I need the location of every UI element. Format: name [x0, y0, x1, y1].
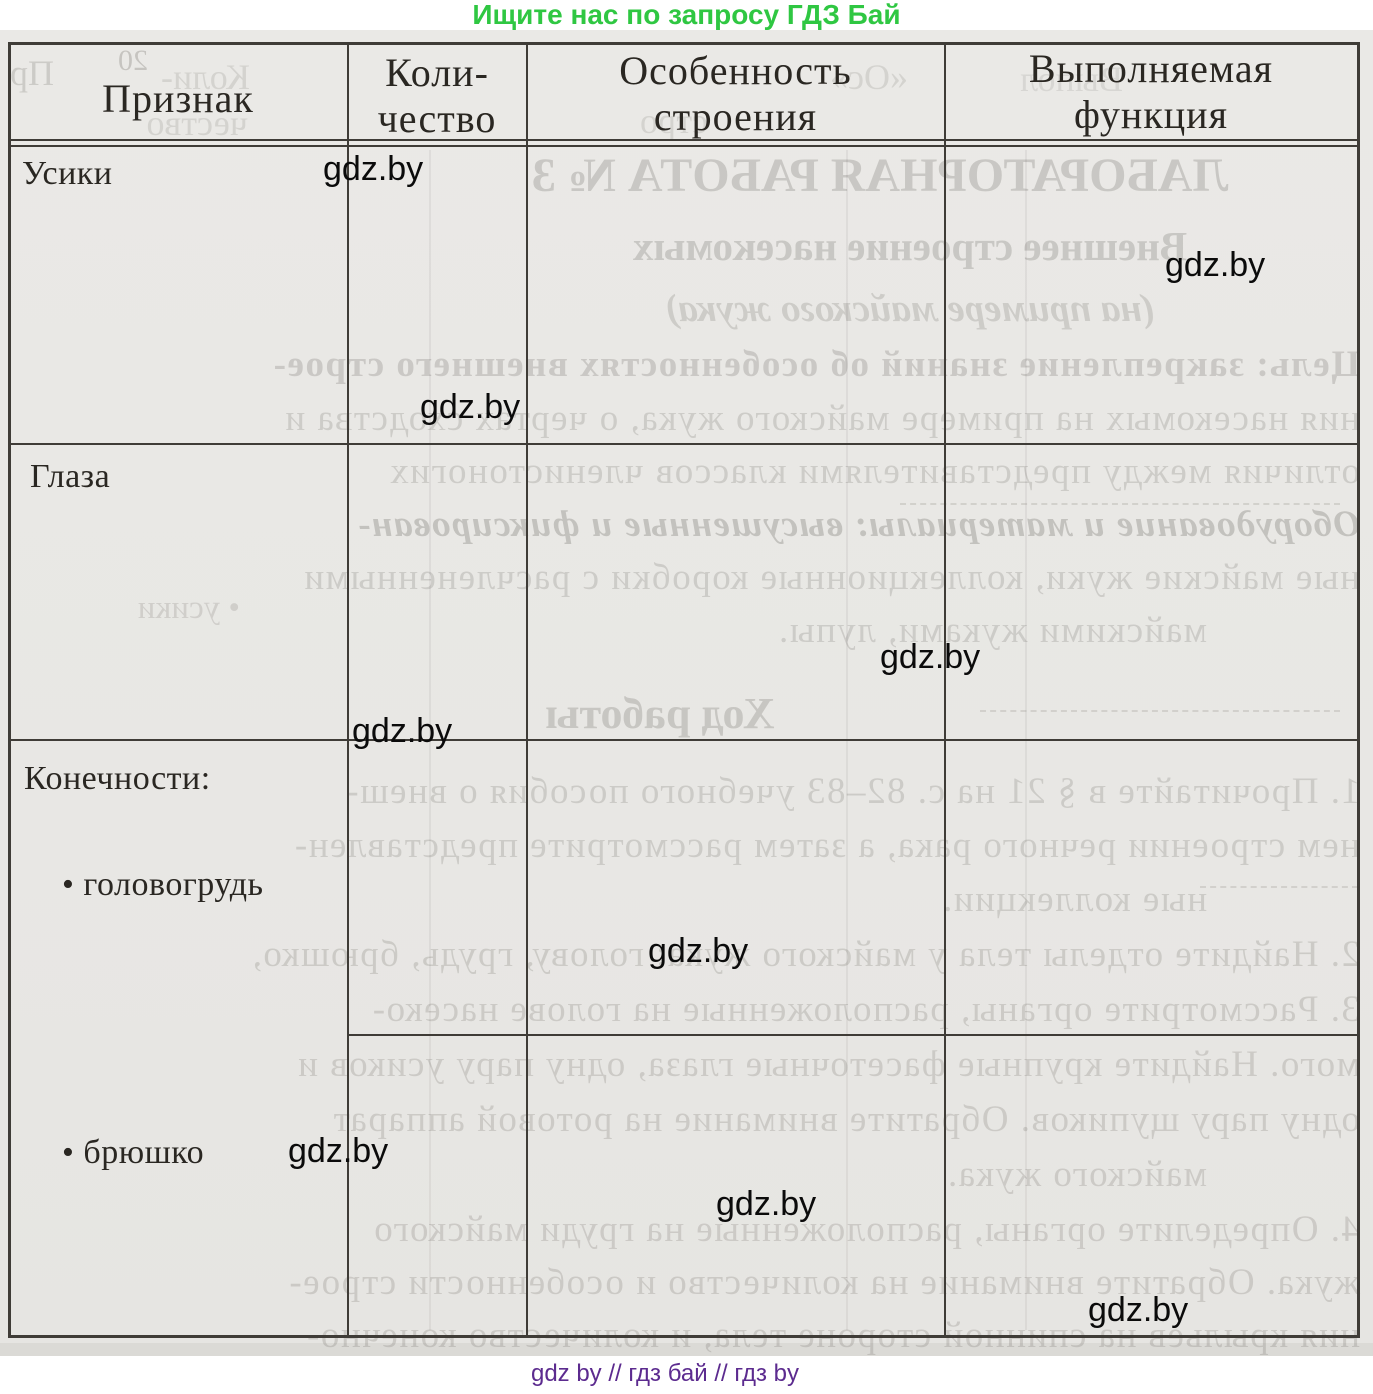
site-watermark-footer: gdz by // гдз бай // гдз by: [530, 1360, 800, 1387]
bleedthrough-text: 4. Определите органы, расположенные на г…: [372, 1209, 1360, 1250]
table-border-bottom: [8, 1335, 1360, 1338]
table-row-divider: [8, 443, 1360, 445]
bleedthrough-text: Цель: закрепление знаний об особенностях…: [272, 344, 1360, 385]
table-border-top: [8, 42, 1360, 45]
gdz-watermark: gdz.by: [323, 150, 424, 188]
row-label-konechnosti: Конечности:: [24, 760, 211, 797]
bullet-marker: •: [62, 1134, 75, 1171]
bleedthrough-text: ЛАБОРАТОРНАЯ РАБОТА № 3: [531, 149, 1229, 202]
column-header-line: Выполняемая: [1028, 46, 1274, 91]
column-header-line: Особенность: [619, 48, 852, 93]
table-header-divider: [8, 139, 1360, 141]
scanned-page: [0, 30, 1373, 1356]
column-header-osobennost: Особенность строения: [527, 48, 944, 140]
bleedthrough-text: 3. Рассмотрите органы, расположенные на …: [371, 989, 1360, 1030]
bleedthrough-text: (на примере майского жука): [665, 287, 1155, 330]
column-header-line: чество: [377, 96, 497, 141]
bleedthrough-text: Внешнее строение насекомых: [632, 223, 1188, 269]
gdz-watermark: gdz.by: [352, 712, 453, 750]
column-header-line: Коли-: [385, 50, 489, 95]
sublabel-text: головогрудь: [83, 866, 264, 903]
bleedthrough-text: • усики: [137, 590, 240, 626]
bullet-marker: •: [62, 866, 75, 903]
bleedthrough-text: отличия между представителями классов чл…: [388, 451, 1360, 492]
bleedthrough-text: нем строении речного рака, а затем рассм…: [293, 825, 1360, 866]
gdz-watermark: gdz.by: [420, 388, 521, 426]
column-header-kolichestvo: Коли- чество: [348, 50, 526, 142]
row-sublabel-bryushko: • брюшко: [62, 1134, 204, 1172]
bleedthrough-text: мого. Найдите крупные фасеточные глаза, …: [296, 1044, 1360, 1085]
table-border-left: [8, 42, 11, 1338]
column-header-line: функция: [1074, 92, 1228, 137]
gdz-watermark: gdz.by: [288, 1132, 389, 1170]
bleedthrough-text: одну пару щупиков. Обратите внимание на …: [332, 1099, 1360, 1140]
table-column-divider: [526, 42, 528, 1335]
table-header-divider: [8, 145, 1360, 147]
sublabel-text: брюшко: [83, 1134, 205, 1171]
gdz-watermark: gdz.by: [648, 932, 749, 970]
bleedthrough-rule-dashed: [1200, 886, 1358, 888]
table-column-divider: [944, 42, 946, 1335]
row-sublabel-golovogrud: • головогрудь: [62, 866, 264, 904]
bleedthrough-text: 1. Прочитайте в § 21 на с. 82–83 учебног…: [344, 771, 1360, 812]
gdz-watermark: gdz.by: [716, 1185, 817, 1223]
column-header-line: строения: [653, 94, 818, 139]
gdz-watermark: gdz.by: [880, 638, 981, 676]
row-label-glaza: Глаза: [30, 458, 111, 495]
column-header-priznak: Признак: [8, 76, 348, 122]
gdz-watermark: gdz.by: [1088, 1291, 1189, 1329]
column-header-line: Признак: [102, 76, 254, 121]
gdz-watermark: gdz.by: [1165, 246, 1266, 284]
page-bottom-edge: [0, 1343, 1373, 1356]
bleedthrough-text: Оборудование и материалы: высушенные и ф…: [356, 504, 1361, 545]
table-subrow-divider: [347, 1034, 1360, 1036]
column-header-funkciya: Выполняемая функция: [945, 46, 1357, 138]
bleedthrough-text: Ход работы: [545, 689, 775, 738]
table-border-right: [1357, 42, 1360, 1338]
table-row-divider: [8, 739, 1360, 741]
bleedthrough-rule-dashed: [900, 503, 1340, 505]
bleedthrough-rule-dashed: [980, 710, 1340, 712]
row-label-usiki: Усики: [22, 155, 113, 192]
promo-banner-text: Ищите нас по запросу ГДЗ Бай: [472, 0, 901, 30]
table-column-divider: [347, 42, 349, 1335]
bleedthrough-text: ния насекомых на примере майского жука, …: [283, 398, 1360, 439]
